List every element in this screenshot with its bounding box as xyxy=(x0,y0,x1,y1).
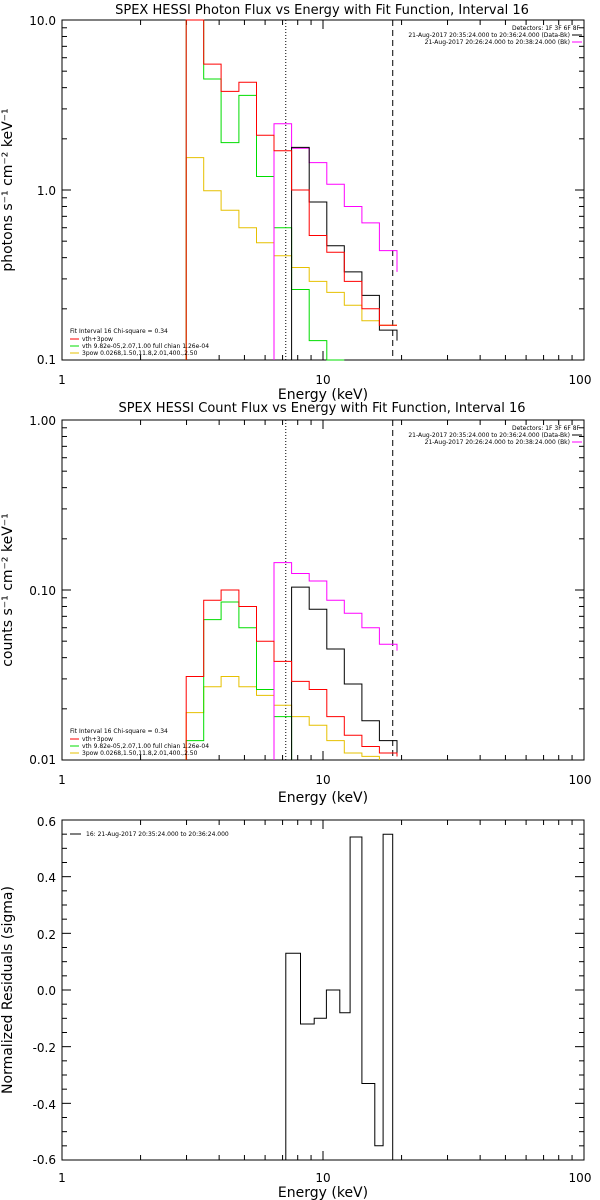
xtick-label-10: 10 xyxy=(315,373,330,387)
photon-flux-xlabel: Energy (keV) xyxy=(278,387,368,403)
count-legend-line-1: vth+3pow xyxy=(82,736,113,743)
count-flux-series xyxy=(185,420,398,760)
ytick-label-0.01: 0.01 xyxy=(29,753,56,767)
residuals-ticks xyxy=(61,819,584,1161)
photon-flux-title: SPEX HESSI Photon Flux vs Energy with Fi… xyxy=(115,3,529,18)
photon-flux-ticks xyxy=(61,19,584,361)
photon-detectors-label: Detectors: 1F 3F 6F 8F xyxy=(512,25,581,32)
photon-flux-frame xyxy=(61,19,585,361)
ytick-label-1: 1.0 xyxy=(37,184,56,198)
count-legend-line-2: vth 9.82e-05,2.07,1.00 full chian 1.26e-… xyxy=(82,743,209,750)
count-flux-panel: SPEX HESSI Count Flux vs Energy with Fit… xyxy=(0,401,591,806)
ytick-label-0.10: 0.10 xyxy=(29,584,56,598)
photon-legend-line-2: vth 9.82e-05,2.07,1.00 full chian 1.26e-… xyxy=(82,343,209,350)
count-series-background xyxy=(273,562,398,760)
xtick-label-100: 100 xyxy=(569,373,592,387)
ytick-label-neg-0.2: -0.2 xyxy=(33,1041,56,1055)
count-flux-ticks xyxy=(61,419,584,761)
count-header-line-1: 21-Aug-2017 20:35:24.000 to 20:36:24.000… xyxy=(408,432,570,439)
ytick-label-0.1: 0.1 xyxy=(37,353,56,367)
xtick-label-10: 10 xyxy=(315,773,330,787)
xtick-label-100: 100 xyxy=(569,773,592,787)
photon-header-line-2: 21-Aug-2017 20:26:24.000 to 20:38:24.000… xyxy=(425,39,570,46)
photon-series-total xyxy=(185,19,397,360)
xtick-label-10: 10 xyxy=(315,1171,330,1185)
ytick-label-0.0: 0.0 xyxy=(37,984,56,998)
count-flux-xlabel: Energy (keV) xyxy=(278,790,368,806)
residuals-legend-label: 16: 21-Aug-2017 20:35:24.000 to 20:36:24… xyxy=(86,831,229,838)
photon-header-line-1: 21-Aug-2017 20:35:24.000 to 20:36:24.000… xyxy=(408,32,570,39)
photon-legend-line-1: vth+3pow xyxy=(82,336,113,343)
photon-series-thermal xyxy=(185,19,345,361)
residuals-series xyxy=(285,833,394,1160)
residuals-panel: 0.6 0.4 0.2 0.0 -0.2 -0.4 -0.6 1 10 100 … xyxy=(0,815,591,1200)
xtick-label-100: 100 xyxy=(569,1171,592,1185)
ytick-label-0.2: 0.2 xyxy=(37,928,56,942)
photon-flux-panel: SPEX HESSI Photon Flux vs Energy with Fi… xyxy=(0,3,591,403)
count-flux-frame xyxy=(61,419,585,761)
residuals-series-interval-16 xyxy=(285,833,394,1160)
xtick-label-1: 1 xyxy=(58,373,66,387)
count-series-total xyxy=(185,589,398,760)
xtick-label-1: 1 xyxy=(58,1171,66,1185)
count-legend-line-3: 3pow 0.0268,1.50,11.8,2.01,400.,2.50 xyxy=(82,750,198,757)
ytick-label-1.00: 1.00 xyxy=(29,414,56,428)
ytick-label-neg-0.4: -0.4 xyxy=(33,1098,56,1112)
photon-series-background xyxy=(273,123,398,360)
photon-legend-header: Fit Interval 16 Chi-square = 0.34 xyxy=(70,328,168,335)
residuals-ylabel: Normalized Residuals (sigma) xyxy=(0,886,16,1094)
photon-flux-ylabel: photons s⁻¹ cm⁻² keV⁻¹ xyxy=(0,108,16,271)
xtick-label-1: 1 xyxy=(58,773,66,787)
residuals-xlabel: Energy (keV) xyxy=(278,1185,368,1200)
photon-legend-line-3: 3pow 0.0268,1.50,11.8,2.01,400.,2.50 xyxy=(82,350,198,357)
count-flux-title: SPEX HESSI Count Flux vs Energy with Fit… xyxy=(118,401,525,416)
ytick-label-0.4: 0.4 xyxy=(37,871,56,885)
ytick-label-10: 10.0 xyxy=(29,14,56,28)
count-legend-header: Fit Interval 16 Chi-square = 0.34 xyxy=(70,728,168,735)
count-series-data xyxy=(291,586,398,760)
ytick-label-0.6: 0.6 xyxy=(37,815,56,829)
count-header-line-2: 21-Aug-2017 20:26:24.000 to 20:38:24.000… xyxy=(425,439,570,446)
residuals-frame xyxy=(61,819,585,1161)
count-detectors-label: Detectors: 1F 3F 6F 8F xyxy=(512,425,581,432)
count-series-nonthermal xyxy=(185,676,380,760)
photon-flux-series xyxy=(185,19,398,361)
count-flux-ylabel: counts s⁻¹ cm⁻² keV⁻¹ xyxy=(0,513,16,667)
ytick-label-neg-0.6: -0.6 xyxy=(33,1153,56,1167)
